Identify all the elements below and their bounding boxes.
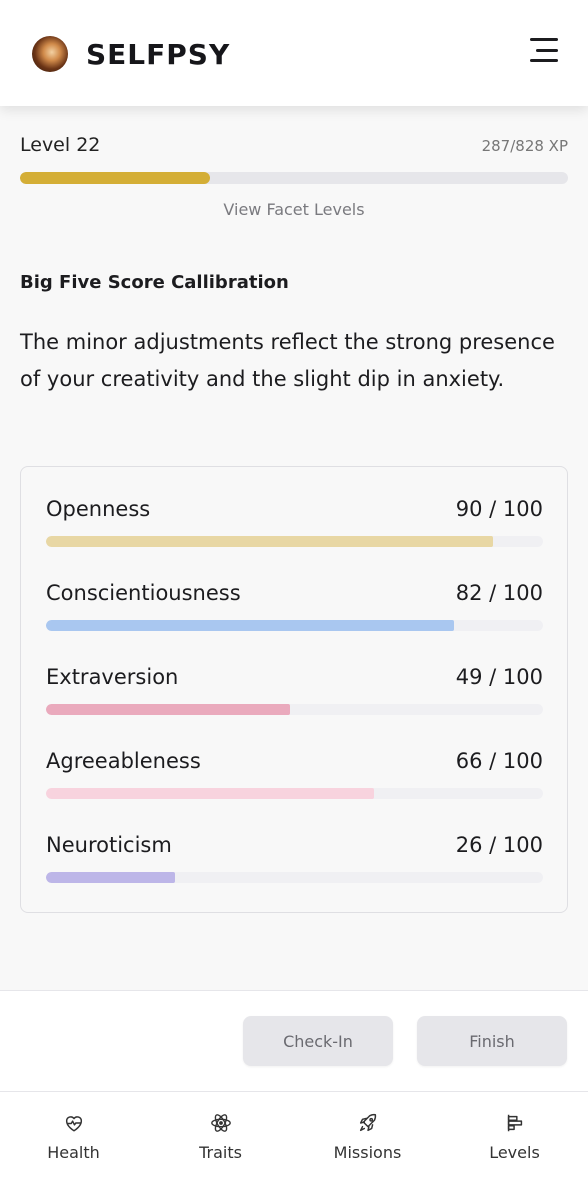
nav-label: Health (47, 1143, 100, 1162)
hamburger-menu-icon[interactable] (530, 38, 558, 62)
nav-item-health[interactable]: Health (0, 1092, 147, 1177)
trait-score: 26 / 100 (455, 833, 543, 857)
xp-progress-bar (20, 172, 568, 184)
atom-icon (210, 1114, 231, 1132)
trait-score: 82 / 100 (455, 581, 543, 605)
trait-progress-fill (46, 536, 494, 547)
trait-score: 66 / 100 (455, 749, 543, 773)
brand-name: SELFPSY (86, 37, 231, 71)
trait-progress-fill (46, 704, 290, 715)
calibration-title: Big Five Score Callibration (20, 272, 289, 293)
nav-item-missions[interactable]: Missions (294, 1092, 441, 1177)
calibration-description: The minor adjustments reflect the strong… (20, 330, 555, 391)
brand[interactable]: SELFPSY (32, 34, 230, 74)
action-bar: Check-In Finish (0, 990, 588, 1091)
nav-item-traits[interactable]: Traits (147, 1092, 294, 1177)
trait-name: Agreeableness (46, 749, 201, 773)
trait-progress-fill (46, 788, 375, 799)
trait-progress-bar (46, 788, 543, 799)
logo-icon (32, 36, 68, 72)
trait-progress-bar (46, 704, 543, 715)
app-header: SELFPSY (0, 0, 588, 106)
trait-progress-fill (46, 620, 454, 631)
big-five-scores-card: Openness 90 / 100 Conscientiousness 82 /… (20, 466, 568, 913)
trait-row-agreeableness: Agreeableness 66 / 100 (46, 749, 543, 809)
nav-label: Levels (489, 1143, 540, 1162)
trait-name: Conscientiousness (46, 581, 241, 605)
trait-progress-fill (46, 872, 176, 883)
trait-score: 49 / 100 (455, 665, 543, 689)
xp-counter: 287/828 XP (481, 137, 568, 155)
trait-score: 90 / 100 (455, 497, 543, 521)
levels-chart-icon (507, 1114, 522, 1132)
trait-row-conscientiousness: Conscientiousness 82 / 100 (46, 581, 543, 641)
nav-label: Missions (333, 1143, 402, 1162)
bottom-navigation: Health Traits Missions Levels (0, 1091, 588, 1177)
trait-progress-bar (46, 536, 543, 547)
trait-name: Extraversion (46, 665, 179, 689)
trait-row-extraversion: Extraversion 49 / 100 (46, 665, 543, 725)
finish-button[interactable]: Finish (417, 1016, 567, 1066)
nav-item-levels[interactable]: Levels (441, 1092, 588, 1177)
trait-name: Openness (46, 497, 151, 521)
xp-progress-fill (20, 172, 210, 184)
view-facet-levels-link[interactable]: View Facet Levels (223, 200, 365, 219)
faded-background-row (0, 0, 588, 26)
trait-progress-bar (46, 872, 543, 883)
trait-progress-bar (46, 620, 543, 631)
heart-pulse-icon (65, 1116, 82, 1132)
trait-row-neuroticism: Neuroticism 26 / 100 (46, 833, 543, 893)
check-in-button[interactable]: Check-In (243, 1016, 393, 1066)
trait-row-openness: Openness 90 / 100 (46, 497, 543, 557)
rocket-icon (359, 1113, 376, 1132)
trait-name: Neuroticism (46, 833, 172, 857)
level-label: Level 22 (20, 134, 101, 156)
nav-label: Traits (199, 1143, 242, 1162)
